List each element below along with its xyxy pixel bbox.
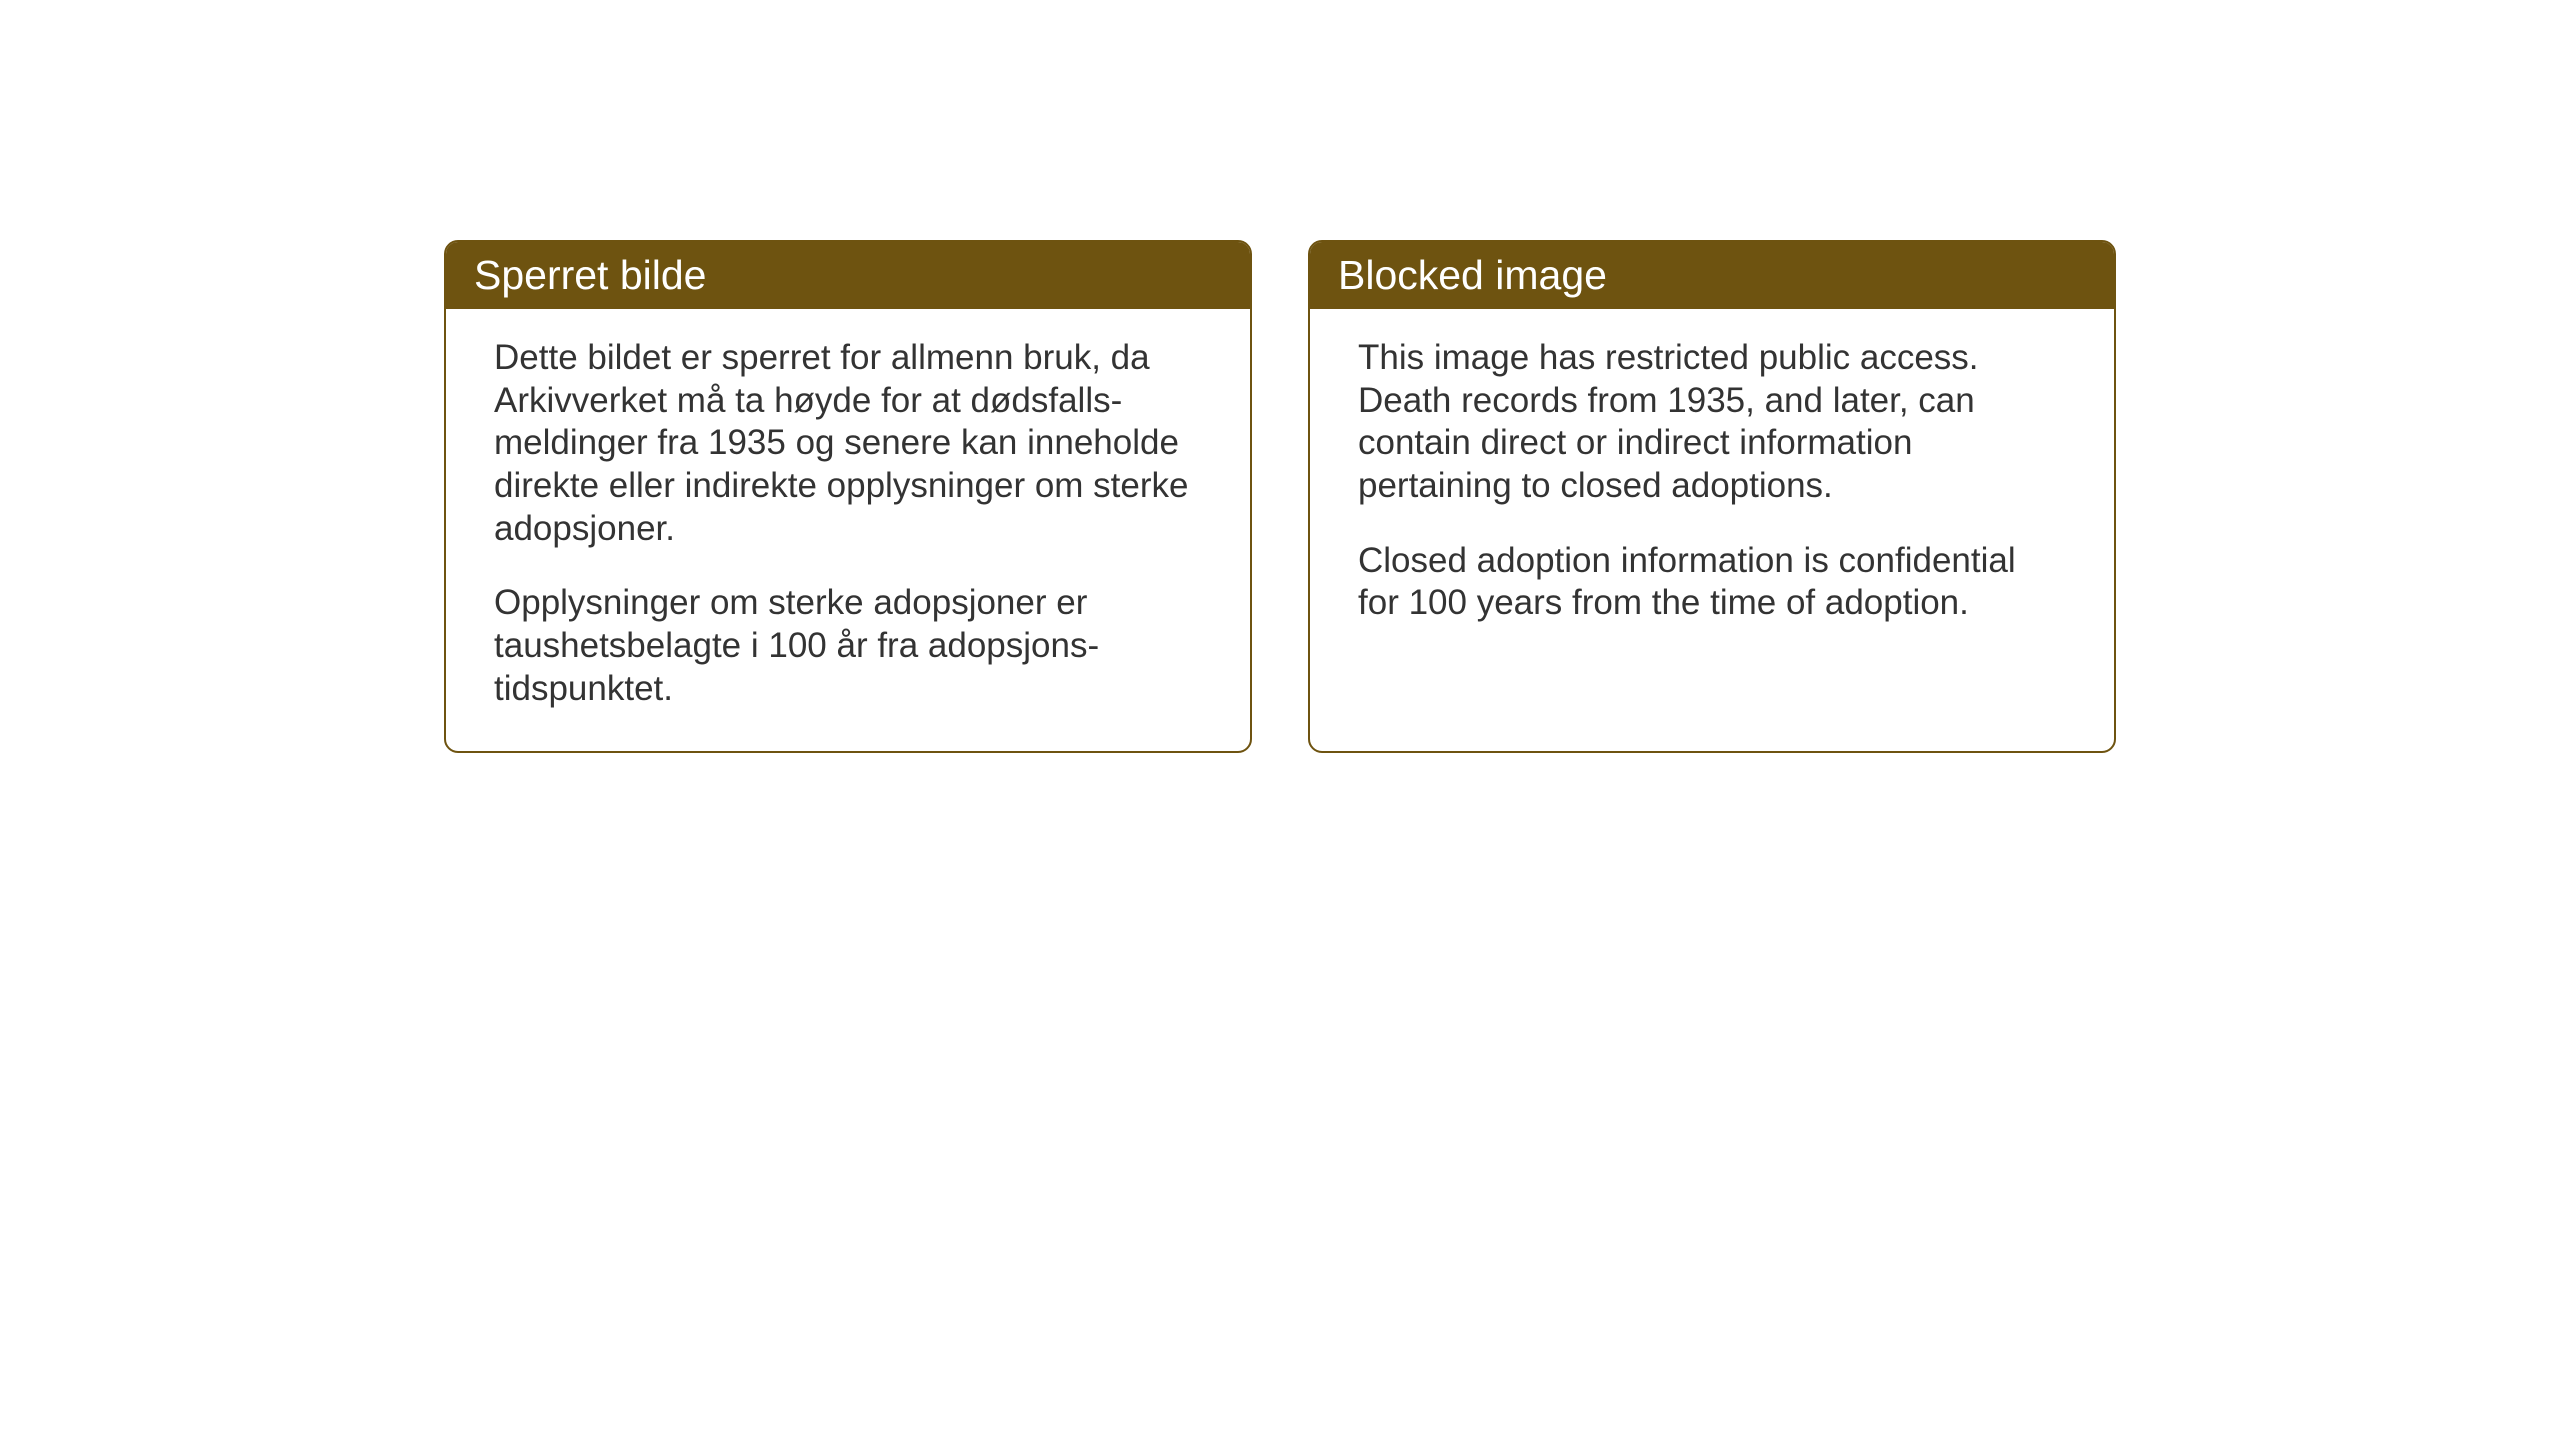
card-norwegian-header: Sperret bilde [446, 242, 1250, 309]
card-norwegian: Sperret bilde Dette bildet er sperret fo… [444, 240, 1252, 753]
card-english-paragraph-1: This image has restricted public access.… [1358, 337, 2066, 508]
cards-container: Sperret bilde Dette bildet er sperret fo… [444, 240, 2116, 753]
card-english-paragraph-2: Closed adoption information is confident… [1358, 540, 2066, 625]
card-english-body: This image has restricted public access.… [1310, 309, 2114, 665]
card-norwegian-paragraph-2: Opplysninger om sterke adopsjoner er tau… [494, 582, 1202, 710]
card-english-header: Blocked image [1310, 242, 2114, 309]
card-english-title: Blocked image [1338, 252, 1607, 298]
card-norwegian-body: Dette bildet er sperret for allmenn bruk… [446, 309, 1250, 751]
card-english: Blocked image This image has restricted … [1308, 240, 2116, 753]
card-norwegian-paragraph-1: Dette bildet er sperret for allmenn bruk… [494, 337, 1202, 550]
card-norwegian-title: Sperret bilde [474, 252, 706, 298]
